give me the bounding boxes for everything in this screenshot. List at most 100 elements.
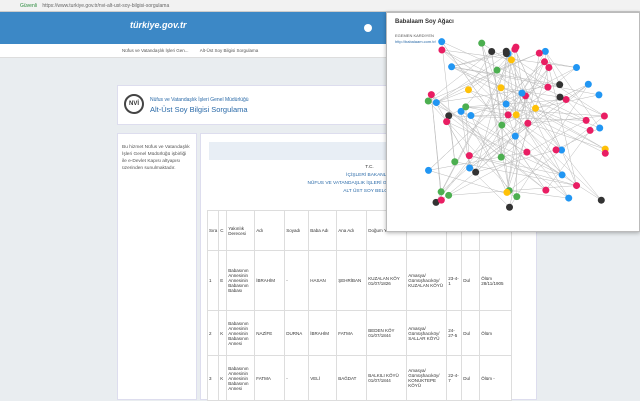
person-node[interactable] (573, 64, 580, 71)
person-node[interactable] (503, 101, 510, 108)
cell: ŞEHRİBAN (337, 251, 367, 311)
service-note: Bu hizmet Nüfus ve Vatandaşlık İşleri Ge… (118, 134, 196, 182)
person-node[interactable] (445, 192, 452, 199)
cell: Ölüm - (480, 356, 512, 401)
person-node[interactable] (542, 187, 549, 194)
logo[interactable]: türkiye.gov.tr (130, 20, 187, 30)
edge (515, 136, 568, 198)
edge (501, 84, 588, 157)
person-node[interactable] (587, 127, 594, 134)
person-node[interactable] (425, 97, 432, 104)
cell: BEDEN KÖY 01/07/1844 (367, 311, 407, 356)
person-node[interactable] (511, 46, 518, 53)
address-bar[interactable]: Güvenli https://www.turkiye.gov.tr/nvi-a… (0, 0, 640, 12)
person-node[interactable] (508, 56, 515, 63)
person-node[interactable] (467, 112, 474, 119)
person-node[interactable] (518, 90, 525, 97)
person-node[interactable] (563, 96, 570, 103)
person-node[interactable] (494, 67, 501, 74)
cell: 3 (208, 356, 219, 401)
person-node[interactable] (595, 91, 602, 98)
column-header: C (219, 211, 227, 251)
person-node[interactable] (428, 91, 435, 98)
person-node[interactable] (472, 169, 479, 176)
edge (452, 67, 606, 149)
person-node[interactable] (542, 48, 549, 55)
person-node[interactable] (583, 117, 590, 124)
person-node[interactable] (573, 182, 580, 189)
person-node[interactable] (497, 84, 504, 91)
person-node[interactable] (524, 120, 531, 127)
person-node[interactable] (565, 195, 572, 202)
family-graph (387, 13, 639, 231)
cell: BALKILI KÖYÜ 01/07/1844 (367, 356, 407, 401)
person-node[interactable] (433, 99, 440, 106)
edge (431, 95, 441, 200)
person-node[interactable] (545, 64, 552, 71)
cell: 1 (208, 251, 219, 311)
cell: NAZİFE (255, 311, 285, 356)
person-node[interactable] (448, 63, 455, 70)
person-node[interactable] (451, 158, 458, 165)
person-node[interactable] (601, 112, 608, 119)
person-node[interactable] (556, 94, 563, 101)
person-node[interactable] (505, 111, 512, 118)
person-node[interactable] (598, 197, 605, 204)
cell: Babasının Annesinin Annesinin Babasının … (227, 356, 255, 401)
person-node[interactable] (466, 152, 473, 159)
person-node[interactable] (596, 125, 603, 132)
person-node[interactable] (585, 81, 592, 88)
edge (436, 103, 568, 199)
url[interactable]: https://www.turkiye.gov.tr/nvi-alt-ust-s… (42, 3, 169, 9)
person-node[interactable] (478, 40, 485, 47)
person-node[interactable] (498, 122, 505, 129)
user-icon[interactable] (364, 24, 372, 32)
person-node[interactable] (513, 111, 520, 118)
person-node[interactable] (556, 81, 563, 88)
person-node[interactable] (559, 171, 566, 178)
extension-popup: Babalaam Soy Ağacı EGEMEN KARDIYEN http:… (386, 12, 640, 232)
person-node[interactable] (503, 48, 510, 55)
edge (431, 95, 546, 191)
person-node[interactable] (438, 38, 445, 45)
column-header: Baba Adı (309, 211, 337, 251)
person-node[interactable] (498, 154, 505, 161)
person-node[interactable] (513, 193, 520, 200)
cell: Dul (462, 356, 480, 401)
secure-label: Güvenli (20, 3, 37, 9)
person-node[interactable] (438, 188, 445, 195)
person-node[interactable] (541, 58, 548, 65)
cell: Ölüm (480, 311, 512, 356)
cell: BAĞDAT (337, 356, 367, 401)
person-node[interactable] (466, 165, 473, 172)
cell: 24-27-5 (447, 311, 462, 356)
person-node[interactable] (503, 189, 510, 196)
person-node[interactable] (488, 48, 495, 55)
person-node[interactable] (512, 133, 519, 140)
person-node[interactable] (544, 84, 551, 91)
cell: Babasının Annesinin Annesinin Babasının … (227, 251, 255, 311)
person-node[interactable] (425, 167, 432, 174)
column-header: Adı (255, 211, 285, 251)
person-node[interactable] (523, 149, 530, 156)
person-node[interactable] (602, 150, 609, 157)
person-node[interactable] (438, 197, 445, 204)
person-node[interactable] (536, 50, 543, 57)
crumb[interactable]: Nüfus ve Vatandaşlık İşleri Gen... (122, 48, 188, 53)
cell: - (285, 356, 309, 401)
person-node[interactable] (553, 146, 560, 153)
column-header: Yakınlık Derecesi (227, 211, 255, 251)
person-node[interactable] (532, 105, 539, 112)
cell: 2 (208, 311, 219, 356)
person-node[interactable] (506, 204, 513, 211)
person-node[interactable] (462, 103, 469, 110)
crumb[interactable]: Alt-Üst Soy Bilgisi Sorgulama (200, 48, 259, 53)
person-node[interactable] (438, 46, 445, 53)
cell: Amasya/ Gümüşhacıköy/ SALLAR KÖYÜ (407, 311, 447, 356)
column-header: Ana Adı (337, 211, 367, 251)
person-node[interactable] (465, 86, 472, 93)
person-node[interactable] (443, 118, 450, 125)
